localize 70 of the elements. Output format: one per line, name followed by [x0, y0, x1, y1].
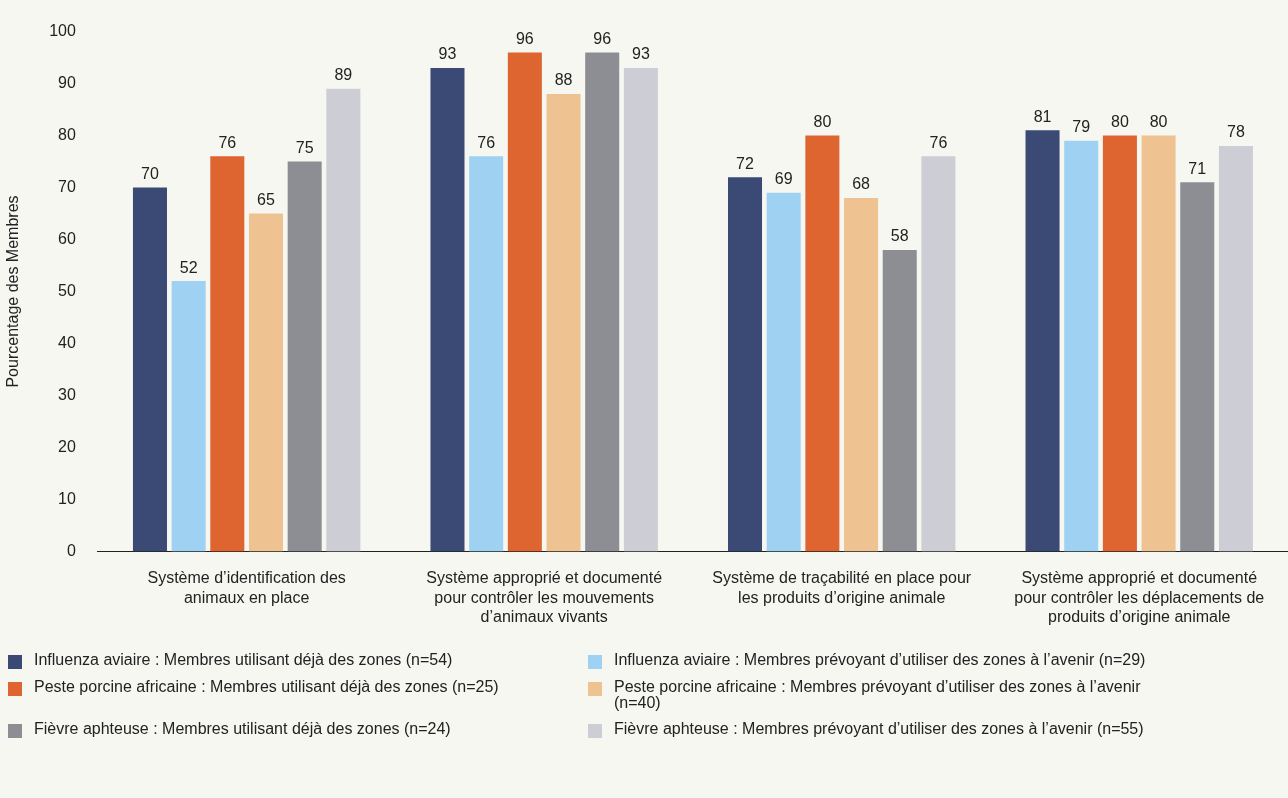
y-tick-label: 40	[58, 333, 76, 351]
bar	[844, 197, 879, 552]
y-tick-label: 0	[66, 541, 76, 559]
x-tick-label: Système approprié et documenté pour contrôler les déplacements de produits d’origine animale	[1014, 569, 1265, 625]
legend-label: Fièvre aphteuse : Membres prévoyant d’utiliser des zones à l’avenir (n=55)	[614, 720, 1145, 737]
bar	[210, 156, 245, 552]
x-tick-label: Système de traçabilité en place pour les produits d’origine animale	[712, 569, 972, 606]
x-tick-label: Système d’identification des animaux en place	[147, 569, 346, 606]
data-label: 70	[141, 164, 159, 182]
data-label: 76	[477, 133, 496, 151]
y-tick-label: 20	[58, 437, 76, 455]
data-label: 80	[813, 112, 832, 130]
bar	[507, 52, 542, 552]
y-tick-label: 10	[58, 489, 76, 507]
legend-label: Peste porcine africaine : Membres utilisant déjà des zones (n=25)	[34, 678, 500, 695]
legend-label: Fièvre aphteuse : Membres utilisant déjà des zones (n=24)	[34, 720, 452, 737]
y-axis-title: Pourcentage des Membres	[4, 195, 22, 388]
bar	[132, 187, 167, 552]
bar	[248, 213, 284, 552]
y-tick-label: 50	[58, 281, 76, 299]
legend-label: Peste porcine africaine : Membres prévoyant d’utiliser des zones à l’avenir (n=40)	[614, 678, 1142, 711]
bar	[1218, 145, 1253, 552]
data-label: 79	[1072, 118, 1091, 136]
data-label: 68	[852, 175, 871, 193]
y-tick-label: 30	[58, 385, 76, 403]
data-label: 81	[1033, 107, 1052, 125]
bar	[882, 249, 917, 552]
data-label: 88	[554, 71, 573, 89]
bar	[585, 52, 620, 552]
y-tick-label: 90	[58, 73, 76, 91]
bar	[1102, 135, 1137, 552]
data-label: 75	[295, 138, 314, 156]
data-label: 72	[736, 154, 755, 172]
bar	[546, 93, 581, 552]
data-label: 93	[438, 45, 457, 63]
y-tick-label: 60	[58, 229, 76, 247]
data-label: 80	[1149, 112, 1168, 130]
bar	[921, 156, 956, 552]
bar	[430, 67, 465, 552]
bar	[1064, 140, 1099, 552]
y-tick-label: 70	[58, 177, 76, 195]
data-label: 52	[179, 258, 198, 276]
data-label: 65	[257, 190, 275, 208]
bar	[623, 67, 658, 552]
bar	[326, 88, 361, 552]
y-tick-label: 100	[49, 22, 76, 40]
data-label: 76	[218, 133, 237, 151]
data-label: 89	[334, 66, 353, 84]
bar	[805, 135, 840, 552]
data-label: 80	[1111, 112, 1129, 130]
legend-label: Influenza aviaire : Membres utilisant déjà des zones (n=54)	[34, 651, 454, 668]
bar	[1180, 182, 1215, 552]
bar	[728, 177, 763, 552]
bar	[287, 161, 322, 552]
y-tick-label: 80	[58, 125, 76, 143]
data-label: 96	[593, 29, 612, 47]
data-label: 93	[631, 45, 650, 63]
legend-label: Influenza aviaire : Membres prévoyant d’utiliser des zones à l’avenir (n=29)	[614, 651, 1147, 668]
data-label: 71	[1188, 159, 1207, 177]
data-label: 96	[515, 29, 534, 47]
bar	[766, 192, 801, 552]
bar	[1141, 135, 1176, 552]
data-label: 78	[1227, 123, 1245, 141]
bar	[1025, 130, 1060, 552]
bar	[469, 156, 504, 552]
data-label: 69	[774, 170, 793, 188]
x-tick-label: Système approprié et documenté pour contrôler les mouvements d’animaux vivants	[426, 569, 663, 625]
bar	[171, 281, 206, 552]
data-label: 76	[929, 133, 948, 151]
data-label: 58	[890, 227, 909, 245]
